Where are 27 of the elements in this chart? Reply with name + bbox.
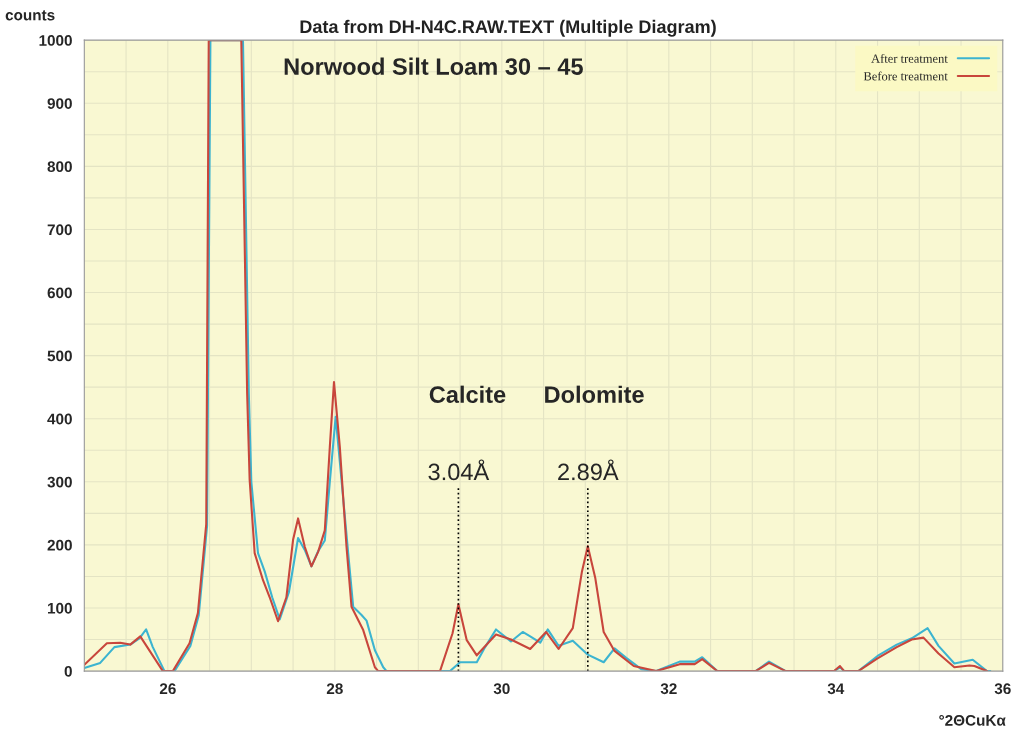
y-tick-label: 200: [47, 539, 72, 551]
y-tick-label: 1000: [39, 35, 72, 46]
legend-label: Before treatment: [863, 71, 948, 81]
annotation: Calcite: [429, 385, 506, 403]
x-tick-label: 28: [326, 683, 343, 695]
annotation: 2.89Å: [558, 459, 619, 481]
annotation: 3.04Å: [428, 459, 490, 481]
x-tick-label: 34: [827, 683, 845, 695]
annotation: Dolomite: [545, 385, 644, 403]
y-axis-title: counts: [5, 10, 55, 21]
text: Norwood Silt Loam 30 – 45: [284, 57, 583, 75]
chart-title: Data from DH-N4C.RAW.TEXT (Multiple Diagram): [300, 19, 716, 37]
x-tick-label: 36: [994, 683, 1011, 695]
y-tick-label: 900: [47, 98, 72, 109]
x-axis-title: °2ΘCuKα: [939, 714, 1006, 726]
x-tick-label: 32: [660, 683, 677, 695]
x-tick-label: 26: [159, 683, 176, 695]
y-tick-label: 500: [47, 350, 72, 362]
y-tick-label: 400: [47, 413, 72, 425]
x-tick-label: 30: [493, 683, 510, 695]
y-tick-label: 100: [48, 602, 72, 614]
legend-label: After treatment: [871, 53, 948, 63]
y-tick-label: 700: [47, 224, 72, 236]
y-tick-label: 600: [47, 287, 72, 299]
y-tick-label: 300: [47, 476, 72, 488]
y-tick-label: 800: [47, 161, 72, 173]
y-tick-label: 0: [64, 665, 72, 677]
